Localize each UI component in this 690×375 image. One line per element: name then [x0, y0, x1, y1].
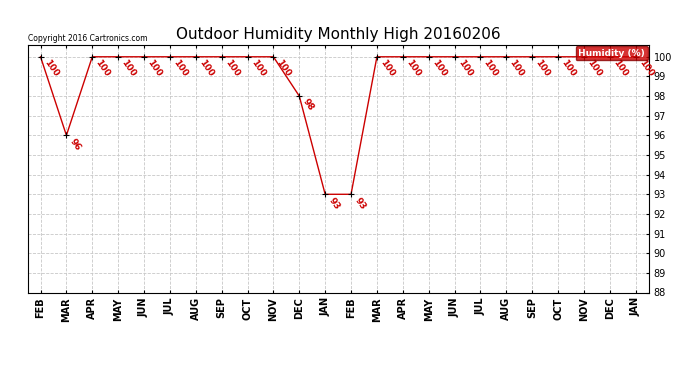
- Text: 100: 100: [119, 58, 137, 78]
- Legend: Humidity (%): Humidity (%): [575, 46, 648, 60]
- Text: 100: 100: [533, 58, 551, 78]
- Text: 100: 100: [482, 58, 500, 78]
- Text: 100: 100: [249, 58, 267, 78]
- Text: 100: 100: [42, 58, 60, 78]
- Text: 100: 100: [560, 58, 578, 78]
- Text: 100: 100: [223, 58, 241, 78]
- Text: 96: 96: [68, 137, 82, 152]
- Text: 100: 100: [585, 58, 603, 78]
- Text: 93: 93: [326, 196, 341, 211]
- Text: 100: 100: [197, 58, 215, 78]
- Text: 100: 100: [430, 58, 448, 78]
- Text: 100: 100: [404, 58, 422, 78]
- Text: 100: 100: [94, 58, 112, 78]
- Text: 100: 100: [611, 58, 629, 78]
- Text: 98: 98: [301, 98, 315, 113]
- Text: 100: 100: [508, 58, 526, 78]
- Text: 100: 100: [275, 58, 293, 78]
- Text: 100: 100: [146, 58, 164, 78]
- Text: 100: 100: [637, 58, 655, 78]
- Text: 100: 100: [171, 58, 189, 78]
- Text: 93: 93: [353, 196, 367, 211]
- Text: 100: 100: [456, 58, 474, 78]
- Text: 100: 100: [378, 58, 396, 78]
- Text: Copyright 2016 Cartronics.com: Copyright 2016 Cartronics.com: [28, 33, 147, 42]
- Title: Outdoor Humidity Monthly High 20160206: Outdoor Humidity Monthly High 20160206: [176, 27, 500, 42]
